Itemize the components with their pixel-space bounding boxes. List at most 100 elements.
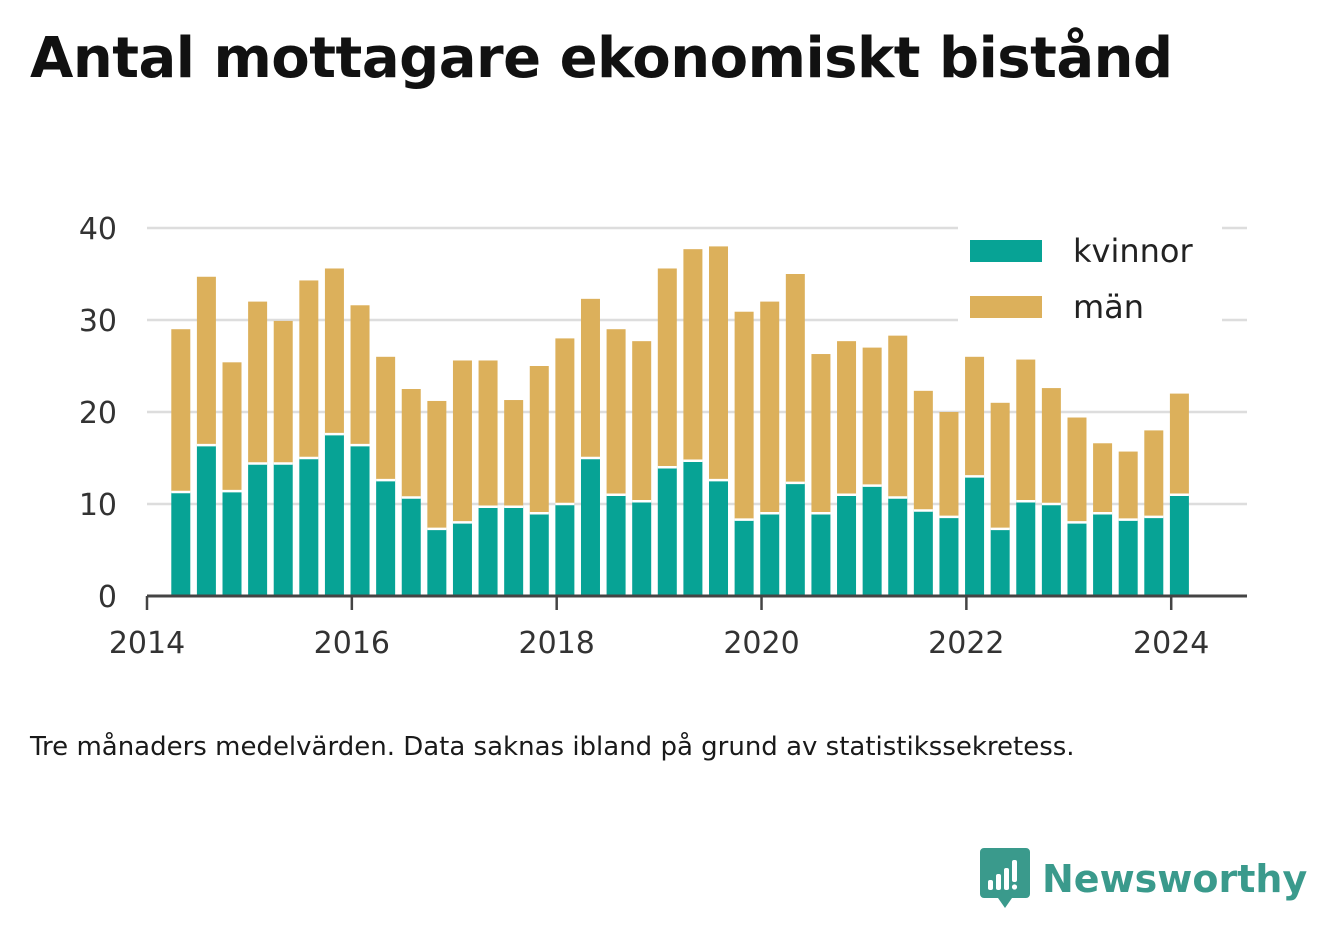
bar-man (171, 329, 191, 493)
bar-man (504, 400, 524, 507)
bar-man (683, 249, 703, 461)
bar-man (1144, 430, 1164, 517)
bar-kvinnor (606, 494, 626, 596)
bar-kvinnor (1067, 522, 1087, 596)
bar-kvinnor (171, 492, 191, 596)
bar-kvinnor (862, 485, 882, 596)
bar-man (913, 390, 933, 511)
bar-man (862, 347, 882, 486)
y-tick-label: 20 (79, 396, 117, 431)
bar-man (1041, 388, 1061, 504)
y-tick-label: 0 (98, 580, 117, 615)
chart-caption: Tre månaders medelvärden. Data saknas ib… (30, 732, 1075, 762)
bar-kvinnor (529, 513, 549, 596)
bar-kvinnor (452, 522, 472, 596)
bar-man (580, 298, 600, 458)
bar-man (299, 280, 319, 458)
bar-kvinnor (734, 519, 754, 596)
bar-man (760, 301, 780, 514)
bar-kvinnor (785, 482, 805, 596)
bar-kvinnor (811, 513, 831, 596)
bar-kvinnor (273, 463, 293, 596)
bar-man (555, 338, 575, 504)
bar-kvinnor (299, 458, 319, 596)
bar-kvinnor (632, 501, 652, 596)
y-axis: 0 10 20 30 40 (79, 212, 117, 615)
bar-kvinnor (657, 467, 677, 596)
bar-kvinnor (709, 480, 729, 596)
chart-title: Antal mottagare ekonomiskt bistånd (30, 26, 1173, 91)
bar-kvinnor (401, 497, 421, 596)
bar-man (1118, 451, 1138, 520)
legend-label-man: män (1073, 288, 1144, 326)
y-tick-label: 10 (79, 488, 117, 523)
bar-man (452, 360, 472, 523)
bar-man (606, 329, 626, 495)
bar-kvinnor (1016, 501, 1036, 596)
x-tick-label: 2022 (928, 626, 1004, 661)
bar-kvinnor (222, 491, 242, 596)
bar-kvinnor (1093, 513, 1113, 596)
bar-kvinnor (760, 513, 780, 596)
x-tick-label: 2016 (314, 626, 390, 661)
bar-kvinnor (196, 445, 216, 596)
bar-kvinnor (965, 476, 985, 596)
x-axis: 2014 2016 2018 2020 2022 2024 (109, 594, 1247, 661)
bar-kvinnor (504, 506, 524, 596)
bar-man (1169, 393, 1189, 495)
bar-kvinnor (478, 506, 498, 596)
bar-kvinnor (1144, 516, 1164, 596)
bar-man (785, 274, 805, 483)
bar-man (657, 268, 677, 468)
legend-label-kvinnor: kvinnor (1073, 232, 1194, 270)
bar-man (1067, 417, 1087, 523)
bar-kvinnor (324, 434, 344, 596)
newsworthy-logo-icon (980, 848, 1030, 908)
bar-kvinnor (888, 497, 908, 596)
bar-man (1093, 443, 1113, 514)
bar-man (632, 341, 652, 502)
bar-kvinnor (1041, 504, 1061, 596)
legend: kvinnor män (958, 226, 1222, 326)
bar-man (1016, 359, 1036, 502)
bar-man (529, 366, 549, 514)
bar-kvinnor (837, 494, 857, 596)
bar-kvinnor (350, 445, 370, 596)
bar-kvinnor (683, 460, 703, 596)
bar-man (324, 268, 344, 435)
bar-man (196, 276, 216, 446)
y-tick-label: 30 (79, 304, 117, 339)
bar-man (427, 400, 447, 529)
bar-man (734, 311, 754, 520)
x-tick-label: 2014 (109, 626, 185, 661)
bar-man (478, 360, 498, 507)
x-tick-label: 2018 (519, 626, 595, 661)
bar-man (401, 389, 421, 498)
brand-name: Newsworthy (1042, 857, 1308, 901)
bar-man (350, 305, 370, 446)
bar-kvinnor (939, 516, 959, 596)
bar-kvinnor (555, 504, 575, 596)
bar-kvinnor (1169, 494, 1189, 596)
bar-man (965, 356, 985, 477)
y-tick-label: 40 (79, 212, 117, 247)
bar-man (222, 362, 242, 492)
bar-kvinnor (580, 458, 600, 596)
bar-man (709, 246, 729, 481)
bar-man (888, 335, 908, 498)
x-tick-label: 2020 (723, 626, 799, 661)
bar-kvinnor (913, 510, 933, 596)
bar-man (273, 320, 293, 464)
bar-chart: 2014 2016 2018 2020 2022 2024 0 10 20 30 40 kvinn… (79, 212, 1247, 661)
bar-series (171, 246, 1189, 596)
legend-swatch-man (970, 296, 1042, 318)
bar-kvinnor (1118, 519, 1138, 596)
bar-man (990, 402, 1010, 529)
bar-man (248, 301, 268, 464)
brand-logo[interactable]: Newsworthy (980, 848, 1307, 910)
bar-man (376, 356, 396, 481)
bar-man (939, 412, 959, 517)
x-tick-label: 2024 (1133, 626, 1209, 661)
bar-kvinnor (376, 480, 396, 596)
bar-kvinnor (990, 528, 1010, 596)
